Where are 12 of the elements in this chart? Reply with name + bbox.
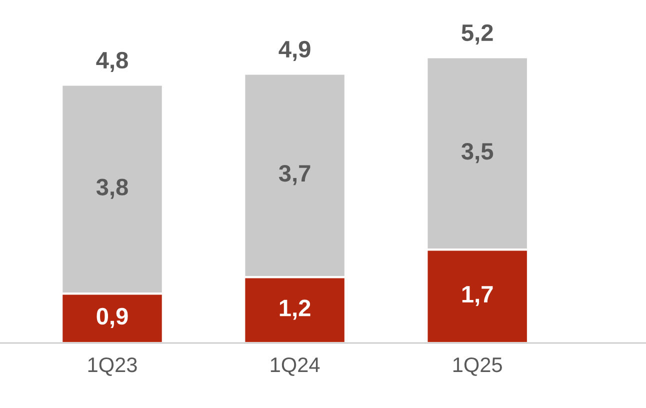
x-tick-label: 1Q25 xyxy=(453,357,502,376)
x-tick-label: 1Q23 xyxy=(88,357,137,376)
x-tick-label: 1Q24 xyxy=(270,357,320,376)
total-label: 4,8 xyxy=(96,52,128,72)
data-label: 0,9 xyxy=(96,308,128,328)
data-label: 3,5 xyxy=(461,142,494,164)
data-label: 1,2 xyxy=(280,300,310,320)
data-label: 3,8 xyxy=(96,178,128,199)
data-label: 1,7 xyxy=(462,286,493,306)
total-label: 5,2 xyxy=(462,24,493,44)
data-label: 3,7 xyxy=(278,164,310,186)
total-label: 4,9 xyxy=(278,40,310,61)
